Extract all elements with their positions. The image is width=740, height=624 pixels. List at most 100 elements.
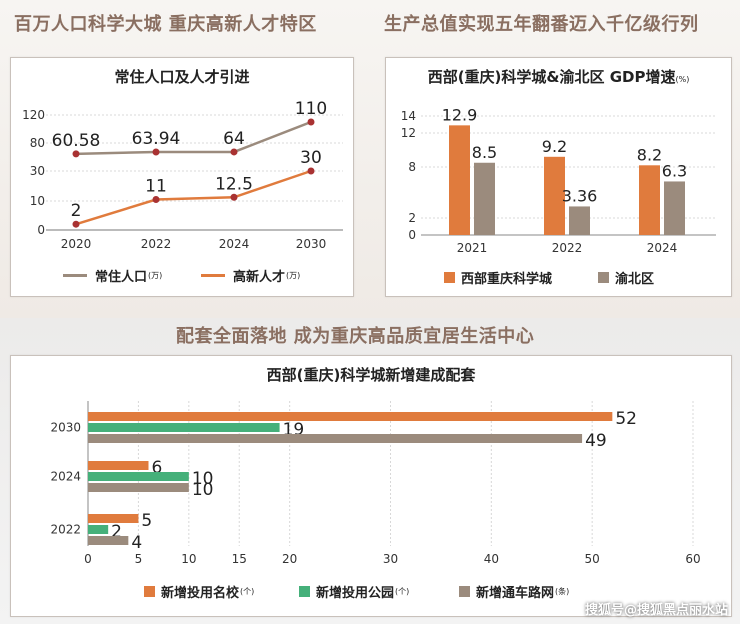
legend-label: 高新人才	[233, 270, 286, 285]
x-tick-label: 50	[585, 552, 600, 566]
x-tick-label: 20	[282, 552, 297, 566]
data-label: 3.36	[562, 186, 598, 205]
x-tick-label: 2022	[552, 241, 583, 255]
data-label: 49	[585, 431, 607, 451]
y-tick-label: 80	[30, 136, 45, 150]
legend-label: 新增投用公园	[316, 586, 395, 601]
x-tick-label: 30	[383, 552, 398, 566]
y-tick-label: 8	[408, 160, 416, 174]
data-label: 110	[295, 99, 327, 119]
y-tick-label: 12	[401, 126, 416, 140]
bar-yubei	[664, 181, 685, 235]
x-tick-label: 2020	[61, 237, 92, 251]
data-label: 30	[300, 148, 322, 168]
legend-item-talent: 高新人才 (万)	[201, 266, 300, 285]
series-line-population	[75, 120, 312, 156]
data-label: 6	[152, 458, 163, 478]
x-tick-label: 2030	[296, 237, 327, 251]
y-tick-label: 10	[30, 194, 45, 208]
legend-item-yubei: 渝北区	[598, 268, 654, 287]
data-point	[307, 167, 315, 175]
x-tick-label: 40	[484, 552, 499, 566]
data-point	[230, 193, 238, 201]
y-tick-label: 30	[30, 164, 45, 178]
gdp-bar-chart: 0 2 8 12 14 2021 2022 2024 12.9 9.2 8.2 8.5 3.36 6.3	[401, 105, 716, 255]
y-tick-label: 14	[401, 109, 416, 123]
watermark-text: 搜狐号@搜狐黑点丽水站	[584, 603, 728, 618]
y-tick-label: 120	[22, 108, 45, 122]
data-label: 8.2	[637, 145, 662, 164]
data-point	[307, 118, 315, 126]
chart-title-text: 西部(重庆)科学城&渝北区 GDP增速	[427, 68, 676, 86]
bar-yubei	[569, 206, 590, 235]
bar-science-city	[449, 125, 470, 235]
data-label: 10	[192, 480, 214, 500]
x-tick-label: 2021	[457, 241, 488, 255]
legend-label: 新增通车路网	[476, 586, 555, 601]
data-label: 64	[223, 129, 245, 149]
bar-schools	[88, 461, 149, 470]
legend-item-population: 常住人口 (万)	[63, 266, 162, 285]
x-tick-label: 2024	[647, 241, 678, 255]
legend-item-roads: 新增通车路网 (条)	[459, 582, 569, 601]
legend-label: 渝北区	[615, 272, 655, 287]
facilities-hbar-chart: 0 5 10 15 20 30 40 50 60203020242022526519102491…	[50, 401, 701, 566]
data-label: 63.94	[132, 129, 181, 149]
data-label: 2	[71, 201, 82, 221]
x-tick-label: 60	[685, 552, 700, 566]
data-point	[72, 150, 80, 158]
x-tick-label: 15	[232, 552, 247, 566]
data-label: 2	[111, 522, 122, 542]
data-label: 60.58	[52, 131, 101, 151]
bar-schools	[88, 412, 613, 421]
y-tick-label: 2024	[50, 470, 81, 484]
y-tick-label: 2	[408, 211, 416, 225]
legend-unit: (条)	[555, 587, 570, 596]
population-line-chart: 0 10 30 80 120 2020 2022 2024 2030 60.58 63.94 64 11…	[22, 99, 343, 251]
bar-schools	[88, 514, 139, 523]
data-label: 12.5	[215, 174, 253, 194]
legend-unit: (个)	[240, 587, 255, 596]
legend-unit: (个)	[395, 587, 410, 596]
chart-title: 西部(重庆)科学城&渝北区 GDP增速(%)	[386, 66, 731, 87]
bar-yubei	[474, 162, 495, 235]
y-tick-label: 2030	[50, 421, 81, 435]
heading-middle: 配套全面落地 成为重庆高品质宜居生活中心	[176, 326, 535, 347]
chart-title: 西部(重庆)科学城新增建成配套	[266, 366, 476, 384]
data-point	[152, 148, 160, 156]
data-label: 11	[145, 177, 167, 197]
data-label: 9.2	[542, 137, 567, 156]
legend-swatch	[444, 272, 455, 283]
bar-science-city	[639, 165, 660, 235]
x-tick-label: 2024	[219, 237, 250, 251]
chart-title: 常住人口及人才引进	[114, 68, 250, 86]
x-tick-label: 5	[135, 552, 143, 566]
y-tick-label: 0	[408, 228, 416, 242]
legend-swatch	[144, 586, 155, 597]
legend-swatch	[459, 586, 470, 597]
facilities-chart-panel: 西部(重庆)科学城新增建成配套 0 5 10 15 20 30 40 50 60 2030 2024…	[10, 355, 732, 617]
legend-label: 常住人口	[95, 270, 148, 285]
legend-swatch	[299, 586, 310, 597]
heading-right: 生产总值实现五年翻番迈入千亿级行列	[384, 14, 699, 35]
legend-swatch	[201, 274, 225, 277]
data-label: 4	[131, 533, 142, 553]
gdp-chart-panel: 西部(重庆)科学城&渝北区 GDP增速(%) 0 2 8 12 14 2021 2022 20…	[385, 57, 732, 297]
legend-swatch	[598, 272, 609, 283]
data-point	[152, 196, 160, 203]
data-label: 12.9	[442, 105, 478, 124]
y-tick-label: 2022	[50, 523, 81, 537]
x-tick-label: 2022	[141, 237, 172, 251]
data-label: 52	[615, 409, 637, 429]
x-tick-label: 10	[181, 552, 196, 566]
heading-left: 百万人口科学大城 重庆高新人才特区	[14, 14, 317, 35]
data-label: 8.5	[472, 143, 497, 162]
population-chart-panel: 常住人口及人才引进 0 10 30 80 120 2020 2022 2024 2030 60.5…	[10, 57, 354, 297]
data-label: 6.3	[662, 161, 687, 180]
bar-roads	[88, 483, 189, 492]
bar-roads	[88, 536, 129, 545]
legend-item-schools: 新增投用名校 (个)	[144, 582, 254, 601]
bar-parks	[88, 525, 109, 534]
x-tick-label: 0	[84, 552, 92, 566]
bar-parks	[88, 423, 280, 432]
